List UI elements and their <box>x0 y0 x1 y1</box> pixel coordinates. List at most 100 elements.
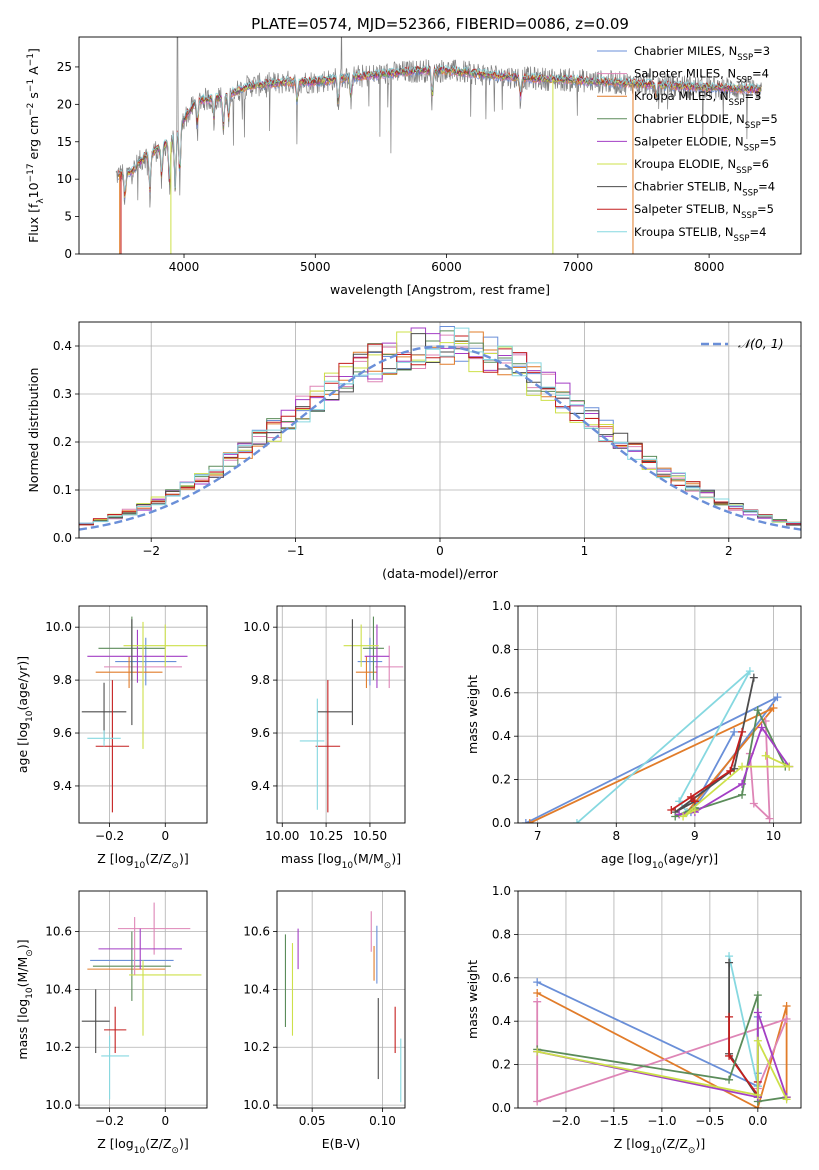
x-tick-label: −1.5 <box>599 1114 628 1128</box>
y-tick-label: 0.2 <box>53 435 72 449</box>
axes-frame <box>276 605 406 824</box>
axes-frame <box>78 36 802 255</box>
y-tick-label: 0.0 <box>53 531 72 545</box>
x-tick-label: 0.10 <box>369 1114 396 1128</box>
z-mass-panel: −0.2 0 10.0 10.2 10.4 10.6 Z [log10(Z/Z⊙)] mass… <box>15 890 208 1156</box>
residuals-panel: −2 −1 0 1 2 0.0 0.1 0.2 0.3 0.4 𝒩(0, 1) (data-model… <box>26 321 802 581</box>
spectrum-panel: 4000 5000 6000 7000 8000 0 5 10 15 20 25 Chabrier M… <box>26 36 802 297</box>
legend-entry: Chabrier STELIB, NSSP=4 <box>634 180 775 199</box>
x-tick-label: 0.05 <box>299 1114 326 1128</box>
weight-marker <box>749 673 758 682</box>
x-tick-label: 10.50 <box>353 829 387 843</box>
weight-marker <box>745 667 754 676</box>
x-tick-label: 7000 <box>563 260 594 274</box>
weight-marker <box>725 1012 734 1021</box>
y-tick-label: 10.6 <box>45 925 72 939</box>
y-axis-label: mass weight <box>465 675 480 754</box>
y-tick-label: 25 <box>57 60 72 74</box>
x-axis-label: wavelength [Angstrom, rest frame] <box>330 282 550 297</box>
y-tick-label: 9.4 <box>251 779 270 793</box>
weight-marker <box>730 727 739 736</box>
y-tick-label: 10.2 <box>45 1040 72 1054</box>
legend-entry: Salpeter MILES, NSSP=4 <box>634 67 769 86</box>
weight-marker <box>738 762 747 771</box>
legend-entry: Kroupa MILES, NSSP=3 <box>634 89 761 108</box>
weight-marker <box>533 1047 542 1056</box>
x-tick-label: 10.25 <box>309 829 343 843</box>
residual-histogram <box>79 327 801 524</box>
x-axis-label: E(B-V) <box>322 1136 361 1151</box>
weight-marker <box>667 805 676 814</box>
x-axis-label: Z [log10(Z/Z⊙)] <box>97 1136 188 1156</box>
y-tick-label: 0.3 <box>53 387 72 401</box>
x-tick-label: −0.2 <box>95 829 124 843</box>
weight-line <box>529 707 775 823</box>
weight-marker <box>521 819 530 823</box>
weight-line <box>536 981 759 1088</box>
errorbar-group <box>284 911 402 1103</box>
x-tick-label: 0 <box>436 544 444 558</box>
weight-marker <box>773 693 782 702</box>
weight-line <box>525 696 779 823</box>
y-tick-label: 0.8 <box>492 927 511 941</box>
x-tick-label: 10 <box>766 829 781 843</box>
weight-lines <box>521 667 794 823</box>
weight-marker <box>738 727 747 736</box>
y-tick-label: 0.6 <box>492 971 511 985</box>
normal-curve <box>79 345 801 531</box>
x-tick-label: 0 <box>161 829 169 843</box>
x-tick-label: 8 <box>612 829 620 843</box>
ebv-mass-panel: 0.05 0.10 10.0 10.2 10.4 10.6 E(B-V) <box>243 890 406 1151</box>
x-tick-label: 0 <box>161 1114 169 1128</box>
x-tick-label: 7 <box>534 829 542 843</box>
x-tick-label: −0.5 <box>695 1114 724 1128</box>
axes-frame <box>78 890 208 1109</box>
weight-marker <box>525 819 534 823</box>
x-tick-label: 5000 <box>300 260 331 274</box>
y-tick-label: 10.4 <box>243 982 270 996</box>
weight-marker <box>738 790 747 799</box>
y-tick-label: 0.4 <box>492 1014 511 1028</box>
y-tick-label: 0.0 <box>492 816 511 830</box>
weight-marker <box>749 799 758 808</box>
weight-marker <box>725 1075 734 1084</box>
y-tick-label: 0.2 <box>492 773 511 787</box>
weight-line <box>749 720 771 821</box>
y-axis-label: Flux [fλ10−17 erg cm−2 s−1 A−1] <box>26 48 46 243</box>
age-weight-panel: 7 8 9 10 0.0 0.2 0.4 0.6 0.8 1.0 age [log10(age/yr… <box>465 599 802 871</box>
weight-marker <box>690 805 699 814</box>
axes-frame <box>276 890 406 1109</box>
figure-title: PLATE=0574, MJD=52366, FIBERID=0086, z=0… <box>251 15 629 33</box>
weight-marker <box>761 751 770 760</box>
legend-entry: Salpeter ELODIE, NSSP=5 <box>634 134 777 153</box>
y-tick-label: 5 <box>64 210 72 224</box>
y-tick-label: 10.0 <box>243 1098 270 1112</box>
weight-marker <box>686 792 695 801</box>
weight-marker <box>533 988 542 997</box>
x-tick-label: −1.0 <box>647 1114 676 1128</box>
y-tick-label: 0.8 <box>492 642 511 656</box>
model-spectrum-line <box>118 66 762 198</box>
weight-marker <box>782 1015 791 1024</box>
weight-marker <box>782 1002 791 1011</box>
x-tick-label: 10.00 <box>265 829 299 843</box>
legend-entry: Salpeter STELIB, NSSP=5 <box>634 202 774 221</box>
mass-age-panel: 10.00 10.25 10.50 9.4 9.6 9.8 10.0 mass [log10(… <box>243 605 406 871</box>
y-axis-label: mass weight <box>465 960 480 1039</box>
y-tick-label: 10.0 <box>45 620 72 634</box>
residual-histogram <box>79 335 801 526</box>
x-tick-label: 6000 <box>431 260 462 274</box>
x-tick-label: 0.0 <box>748 1114 767 1128</box>
y-axis-label: Normed distribution <box>26 368 41 493</box>
x-tick-label: 1 <box>581 544 589 558</box>
y-tick-label: 9.6 <box>251 726 270 740</box>
weight-marker <box>725 958 734 967</box>
legend-entry: 𝒩(0, 1) <box>738 336 784 351</box>
z-age-panel: −0.2 0 9.4 9.6 9.8 10.0 Z [log10(Z/Z⊙)] age [lo… <box>15 605 208 871</box>
weight-marker <box>753 1008 762 1017</box>
weight-marker <box>753 706 762 715</box>
z-weight-panel: −2.0 −1.5 −1.0 −0.5 0.0 0.0 0.2 0.4 0.6 0.8 1.0 Z [… <box>465 884 802 1156</box>
weight-marker <box>785 762 794 771</box>
y-tick-label: 10.6 <box>243 925 270 939</box>
